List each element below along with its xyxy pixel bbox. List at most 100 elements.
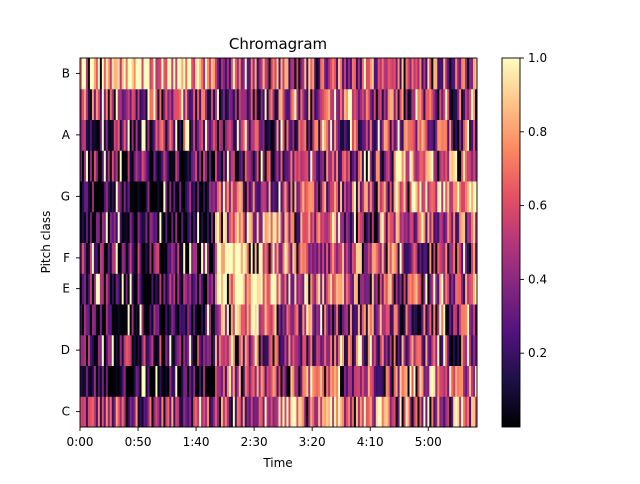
heatmap-cell (214, 396, 218, 428)
heatmap-cell (153, 304, 156, 336)
heatmap-cell (415, 304, 418, 336)
heatmap-cell (447, 150, 450, 182)
heatmap-cell (177, 211, 180, 243)
heatmap-cell (403, 273, 407, 305)
heatmap-cell (226, 334, 230, 366)
heatmap-cell (183, 119, 186, 151)
heatmap-cell (459, 181, 462, 213)
heatmap-cell (355, 181, 359, 213)
heatmap-cell (185, 396, 188, 428)
heatmap-cell (316, 273, 319, 305)
heatmap-cell (234, 242, 238, 274)
heatmap-cell (252, 150, 256, 182)
heatmap-cell (218, 181, 222, 213)
heatmap-cell (135, 119, 139, 151)
heatmap-cell (314, 273, 317, 305)
heatmap-cell (304, 242, 307, 274)
heatmap-cell (326, 396, 329, 428)
heatmap-cell (326, 119, 329, 151)
heatmap-cell (365, 88, 369, 120)
heatmap-cell (163, 304, 166, 336)
chart-title: Chromagram (229, 35, 327, 53)
heatmap-cell (282, 119, 285, 151)
heatmap-cell (143, 119, 147, 151)
heatmap-cell (475, 211, 478, 243)
heatmap-cell (310, 365, 313, 397)
heatmap-cell (228, 150, 232, 182)
heatmap-cell (129, 181, 133, 213)
heatmap-cell (80, 242, 83, 274)
heatmap-cell (393, 365, 397, 397)
heatmap-cell (359, 273, 363, 305)
heatmap-cell (342, 334, 345, 366)
heatmap-cell (260, 396, 264, 428)
heatmap-cell (421, 396, 424, 428)
heatmap-cell (252, 119, 256, 151)
heatmap-cell (449, 242, 452, 274)
heatmap-cell (121, 273, 125, 305)
heatmap-cell (296, 304, 299, 336)
heatmap-cell (163, 396, 166, 428)
heatmap-cell (278, 396, 281, 428)
heatmap-cell (423, 334, 426, 366)
heatmap-cell (191, 88, 194, 120)
heatmap-cell (363, 396, 367, 428)
heatmap-cell (284, 396, 287, 428)
heatmap-cell (258, 304, 262, 336)
heatmap-cell (159, 150, 162, 182)
heatmap-cell (238, 150, 242, 182)
heatmap-cell (286, 58, 289, 90)
heatmap-cell (135, 396, 139, 428)
heatmap-cell (310, 181, 313, 213)
heatmap-cell (85, 242, 89, 274)
heatmap-cell (322, 365, 325, 397)
heatmap-cell (173, 365, 176, 397)
y-tick-label: E (62, 282, 70, 296)
heatmap-cell (139, 304, 143, 336)
heatmap-cell (407, 119, 411, 151)
heatmap-cell (274, 396, 278, 428)
heatmap-cell (310, 304, 313, 336)
heatmap-cell (312, 181, 315, 213)
heatmap-cell (332, 88, 335, 120)
heatmap-cell (218, 334, 222, 366)
heatmap-cell (175, 365, 178, 397)
heatmap-cell (475, 334, 478, 366)
heatmap-cell (463, 211, 466, 243)
heatmap-cell (310, 119, 313, 151)
heatmap-cell (411, 334, 414, 366)
heatmap-cell (123, 119, 127, 151)
heatmap-cell (179, 88, 182, 120)
heatmap-cell (322, 334, 325, 366)
heatmap-cell (272, 58, 276, 90)
heatmap-cell (167, 365, 170, 397)
heatmap-cell (268, 242, 272, 274)
heatmap-cell (338, 211, 341, 243)
heatmap-cell (312, 304, 315, 336)
heatmap-cell (387, 242, 391, 274)
heatmap-cell (292, 242, 295, 274)
heatmap-cell (328, 396, 331, 428)
heatmap-cell (179, 119, 182, 151)
heatmap-cell (447, 273, 450, 305)
heatmap-cell (431, 119, 434, 151)
heatmap-cell (191, 211, 194, 243)
heatmap-cell (451, 150, 454, 182)
heatmap-cell (369, 334, 373, 366)
heatmap-cell (399, 88, 403, 120)
heatmap-cell (429, 58, 432, 90)
heatmap-cell (423, 304, 426, 336)
heatmap-cell (439, 334, 442, 366)
heatmap-cell (437, 119, 440, 151)
heatmap-cell (143, 365, 147, 397)
heatmap-cell (181, 365, 184, 397)
heatmap-cell (262, 181, 266, 213)
heatmap-cell (425, 242, 428, 274)
heatmap-cell (230, 58, 234, 90)
heatmap-cell (278, 304, 281, 336)
heatmap-cell (147, 396, 150, 428)
heatmap-cell (369, 396, 373, 428)
heatmap-cell (365, 396, 369, 428)
heatmap-cell (222, 58, 226, 90)
heatmap-cell (236, 273, 240, 305)
